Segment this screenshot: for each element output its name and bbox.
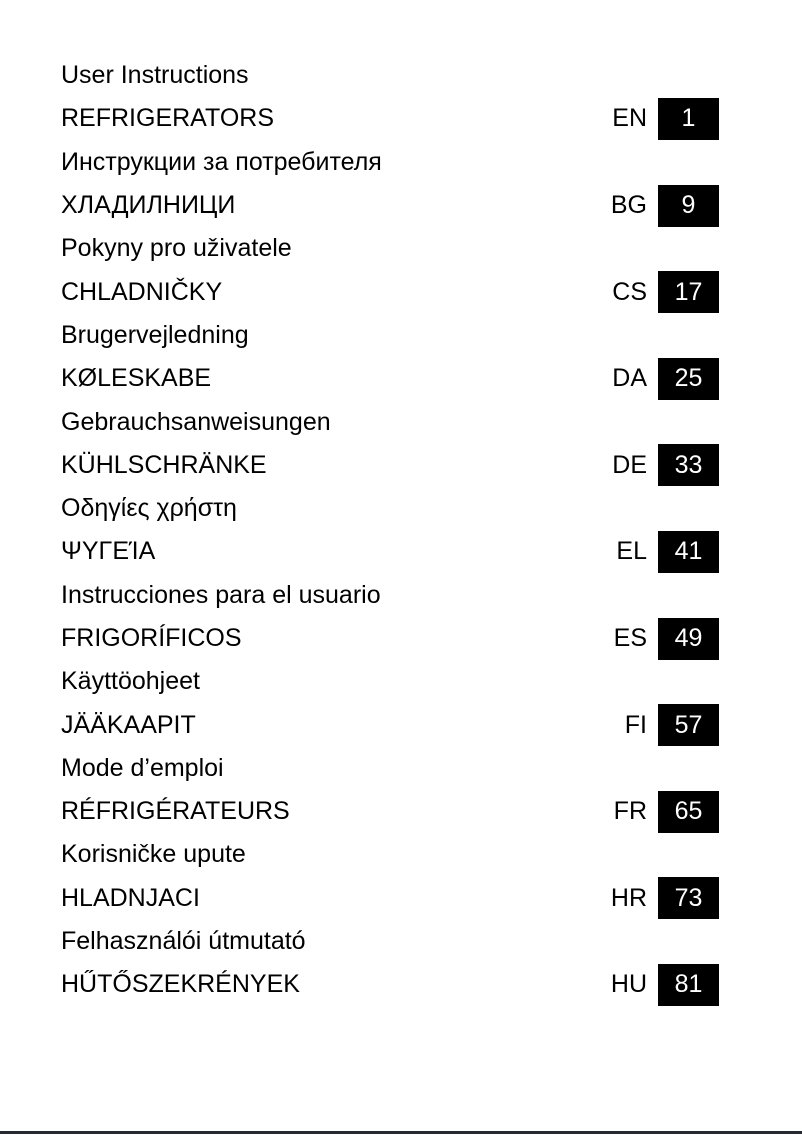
entry-language-code: DE (612, 450, 647, 479)
entry-title-row: FRIGORÍFICOS ES 49 (61, 617, 719, 660)
entry-language-code: FR (613, 797, 647, 826)
entry-language-code: DA (612, 364, 647, 393)
entry-page-number: 17 (674, 277, 703, 306)
toc-entry: Οδηγίες χρήστη ΨΥΓΕΊΑ EL 41 (61, 487, 719, 574)
entry-subtitle: Korisničke upute (61, 840, 246, 869)
entry-page-number: 33 (674, 450, 703, 479)
entry-page-number-box: 73 (658, 877, 719, 920)
entry-subtitle-row: Käyttöohjeet (61, 660, 719, 703)
entry-subtitle-row: User Instructions (61, 54, 719, 97)
entry-subtitle: Felhasználói útmutató (61, 927, 306, 956)
entry-page-number: 57 (674, 710, 703, 739)
toc-entry: Инструкции за потребителя ХЛАДИЛНИЦИ BG … (61, 141, 719, 228)
entry-page-number-box: 57 (658, 704, 719, 747)
entry-title: RÉFRIGÉRATEURS (61, 797, 290, 826)
entry-subtitle-row: Gebrauchsanweisungen (61, 400, 719, 443)
entry-language-code: CS (612, 277, 647, 306)
entry-subtitle-row: Felhasználói útmutató (61, 920, 719, 963)
toc-entry: Brugervejledning KØLESKABE DA 25 (61, 314, 719, 401)
entry-page-number: 65 (674, 797, 703, 826)
entry-language-code: HR (610, 883, 647, 912)
entry-page-number: 49 (674, 624, 703, 652)
entry-title: JÄÄKAAPIT (61, 710, 196, 739)
entry-title-row: HLADNJACI HR 73 (61, 877, 719, 920)
entry-subtitle: Instrucciones para el usuario (61, 580, 381, 609)
entry-title: CHLADNIČKY (61, 277, 223, 306)
entry-page-number: 1 (681, 104, 696, 133)
entry-title: FRIGORÍFICOS (61, 624, 242, 652)
entry-subtitle: Gebrauchsanweisungen (61, 407, 331, 436)
entry-subtitle: Инструкции за потребителя (61, 147, 382, 176)
entry-page-number-box: 1 (658, 97, 719, 140)
toc-entry: Instrucciones para el usuario FRIGORÍFIC… (61, 574, 719, 661)
entry-page-number-box: 81 (658, 963, 719, 1006)
entry-subtitle: Mode d’emploi (61, 753, 224, 782)
entry-title-row: JÄÄKAAPIT FI 57 (61, 703, 719, 747)
entry-page-number-box: 65 (658, 790, 719, 833)
entry-subtitle: User Instructions (61, 61, 249, 90)
entry-page-number: 9 (681, 191, 696, 220)
entry-title-row: RÉFRIGÉRATEURS FR 65 (61, 790, 719, 833)
entry-title: ХЛАДИЛНИЦИ (61, 191, 236, 220)
entry-page-number: 81 (674, 970, 703, 999)
toc-entry: User Instructions REFRIGERATORS EN 1 (61, 54, 719, 141)
toc-entry: Mode d’emploi RÉFRIGÉRATEURS FR 65 (61, 747, 719, 834)
entry-language-code: ES (613, 624, 647, 652)
entry-subtitle-row: Pokyny pro uživatele (61, 227, 719, 270)
entry-page-number-box: 49 (658, 617, 719, 660)
entry-title-row: HŰTŐSZEKRÉNYEK HU 81 (61, 963, 719, 1006)
toc-entry: Felhasználói útmutató HŰTŐSZEKRÉNYEK HU … (61, 920, 719, 1007)
entry-title-row: KÜHLSCHRÄNKE DE 33 (61, 444, 719, 487)
entry-title-row: ХЛАДИЛНИЦИ BG 9 (61, 184, 719, 227)
entry-subtitle-row: Instrucciones para el usuario (61, 574, 719, 617)
entry-page-number-box: 9 (658, 184, 719, 227)
entry-title: ΨΥΓΕΊΑ (61, 537, 156, 566)
entry-language-code: BG (610, 191, 647, 220)
toc-entry: Korisničke upute HLADNJACI HR 73 (61, 833, 719, 920)
entry-title: HŰTŐSZEKRÉNYEK (61, 970, 300, 999)
entry-title-row: KØLESKABE DA 25 (61, 357, 719, 400)
toc-entry: Gebrauchsanweisungen KÜHLSCHRÄNKE DE 33 (61, 400, 719, 487)
toc-entry: Käyttöohjeet JÄÄKAAPIT FI 57 (61, 660, 719, 747)
entry-subtitle: Brugervejledning (61, 320, 249, 349)
entry-page-number: 73 (674, 883, 703, 912)
entry-page-number-box: 41 (658, 530, 719, 573)
entry-subtitle: Käyttöohjeet (61, 667, 200, 696)
entry-title: KØLESKABE (61, 364, 212, 393)
entry-subtitle-row: Инструкции за потребителя (61, 141, 719, 184)
entry-subtitle-row: Korisničke upute (61, 833, 719, 876)
bottom-rule (0, 1131, 802, 1134)
entry-title: REFRIGERATORS (61, 104, 274, 133)
entry-language-code: EN (612, 104, 647, 133)
entry-title-row: REFRIGERATORS EN 1 (61, 97, 719, 140)
entry-language-code: FI (624, 710, 647, 739)
entry-page-number-box: 25 (658, 357, 719, 400)
entry-title-row: ΨΥΓΕΊΑ EL 41 (61, 530, 719, 573)
entry-title: KÜHLSCHRÄNKE (61, 450, 267, 479)
toc-list: User Instructions REFRIGERATORS EN 1 Инс… (61, 54, 719, 1007)
entry-subtitle: Οδηγίες χρήστη (61, 494, 237, 523)
entry-page-number-box: 33 (658, 444, 719, 487)
entry-title: HLADNJACI (61, 883, 200, 912)
entry-subtitle: Pokyny pro uživatele (61, 234, 292, 263)
entry-page-number: 25 (674, 364, 703, 393)
entry-title-row: CHLADNIČKY CS 17 (61, 270, 719, 314)
entry-subtitle-row: Brugervejledning (61, 314, 719, 357)
entry-page-number: 41 (674, 537, 703, 566)
entry-page-number-box: 17 (658, 271, 719, 314)
toc-entry: Pokyny pro uživatele CHLADNIČKY CS 17 (61, 227, 719, 314)
entry-language-code: HU (610, 970, 647, 999)
entry-subtitle-row: Οδηγίες χρήστη (61, 487, 719, 530)
entry-subtitle-row: Mode d’emploi (61, 747, 719, 790)
entry-language-code: EL (616, 537, 647, 566)
